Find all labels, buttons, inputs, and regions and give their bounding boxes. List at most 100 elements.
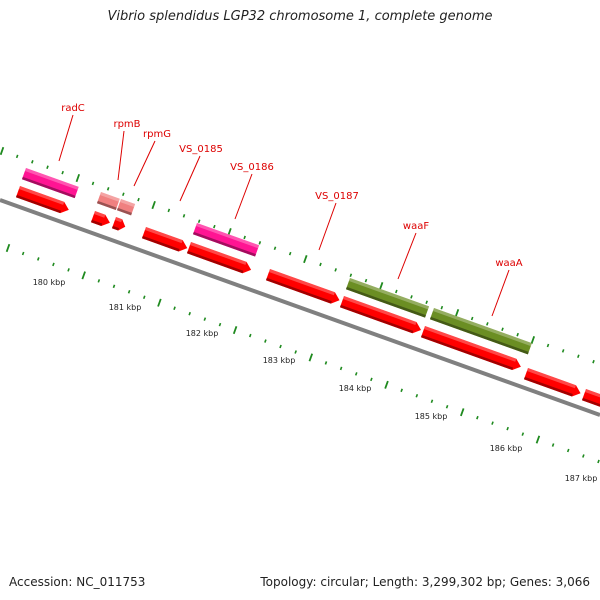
gene-label-radC: radC <box>61 103 85 114</box>
upper-track-minor-tick <box>395 289 398 294</box>
upper-track-minor-tick <box>273 246 277 251</box>
accession-text: Accession: NC_011753 <box>9 575 146 589</box>
gene-label-VS_0185: VS_0185 <box>179 144 223 155</box>
axis-labels: 180 kbp 181 kbp 182 kbp 183 kbp 184 kbp … <box>33 278 598 483</box>
lower-track-minor-tick <box>324 361 328 365</box>
gene-label-waaF: waaF <box>403 221 429 232</box>
lower-track-minor-tick <box>279 344 282 349</box>
lower-track-minor-tick <box>445 404 449 409</box>
gene-label-waaA: waaA <box>495 258 522 269</box>
upper-track-minor-tick <box>364 278 368 283</box>
lower-track-minor-tick <box>36 257 40 261</box>
gene-block-VS_0186 <box>192 223 260 257</box>
lower-track-minor-tick <box>67 268 70 272</box>
lower-track-minor-tick <box>294 350 297 354</box>
upper-track-major-tick <box>378 281 384 291</box>
lower-track-minor-tick <box>415 394 419 398</box>
leader-waaA <box>491 269 510 317</box>
upper-track-minor-tick <box>197 219 201 224</box>
lower-track-minor-tick <box>264 339 267 343</box>
axis-label-181: 181 kbp <box>109 303 142 312</box>
upper-track-minor-tick <box>243 235 246 240</box>
lower-track-major-tick <box>460 408 465 417</box>
lower-track-minor-tick <box>52 262 55 267</box>
leader-VS_0187 <box>318 202 337 251</box>
upper-track-minor-tick <box>440 305 444 310</box>
upper-track-major-tick <box>530 336 536 345</box>
lower-track-minor-tick <box>248 333 252 338</box>
upper-track-minor-tick <box>319 262 322 267</box>
axis-label-183: 183 kbp <box>263 356 296 365</box>
gene-arrow <box>90 211 110 227</box>
gene-block-waaA <box>429 308 532 355</box>
lower-track-minor-tick <box>430 399 434 404</box>
gene-labels: radC rpmB rpmG VS_0185 VS_0186 VS_0187 w… <box>61 103 523 269</box>
upper-track-minor-tick <box>288 251 292 256</box>
leader-waaF <box>397 232 417 280</box>
lower-track-minor-tick <box>21 251 25 256</box>
genome-summary-text: Topology: circular; Length: 3,299,302 bp… <box>260 575 590 589</box>
gene-arrow <box>420 326 521 371</box>
chromosome-backbone <box>0 198 600 417</box>
upper-track-minor-tick <box>334 268 337 272</box>
upper-track-minor-tick <box>561 349 565 353</box>
upper-track-major-tick <box>0 146 5 156</box>
gene-features <box>15 168 600 409</box>
lower-track-minor-tick <box>597 459 600 464</box>
lower-track-minor-tick <box>339 366 343 371</box>
tick-marks <box>0 146 600 464</box>
upper-track-minor-tick <box>167 208 171 213</box>
upper-track-minor-tick <box>137 197 140 202</box>
gene-arrow <box>523 368 581 397</box>
upper-track-minor-tick <box>546 343 550 348</box>
map-title: Vibrio splendidus LGP32 chromosome 1, co… <box>107 9 493 24</box>
upper-track-minor-tick <box>592 359 595 364</box>
gene-block-rpmB <box>96 192 120 211</box>
gene-label-VS_0187: VS_0187 <box>315 191 359 202</box>
lower-track-major-tick <box>384 380 389 389</box>
lower-track-minor-tick <box>506 426 509 431</box>
upper-track-minor-tick <box>501 327 504 332</box>
upper-track-minor-tick <box>61 170 64 175</box>
upper-track-minor-tick <box>31 160 34 164</box>
upper-track-minor-tick <box>349 273 353 278</box>
upper-track-minor-tick <box>486 322 489 326</box>
upper-track-minor-tick <box>106 187 110 191</box>
axis-label-180: 180 kbp <box>33 278 66 287</box>
upper-track-minor-tick <box>425 300 428 305</box>
lower-track-minor-tick <box>476 415 479 420</box>
gene-block-waaF <box>345 278 430 318</box>
leader-VS_0185 <box>179 155 201 202</box>
lower-track-major-tick <box>157 298 162 307</box>
gene-arrow <box>141 227 188 252</box>
upper-track-minor-tick <box>213 224 216 229</box>
upper-track-minor-tick <box>410 295 413 299</box>
gene-arrow <box>15 186 69 214</box>
upper-track-minor-tick <box>516 332 519 337</box>
gene-block-rpmG <box>116 199 136 216</box>
gene-label-VS_0186: VS_0186 <box>230 162 274 173</box>
upper-track-major-tick <box>454 308 460 318</box>
gene-arrow <box>339 296 422 334</box>
lower-track-minor-tick <box>354 372 358 376</box>
upper-track-minor-tick <box>470 316 474 321</box>
lower-track-minor-tick <box>566 448 570 453</box>
leader-rpmG <box>133 140 156 187</box>
lower-track-minor-tick <box>188 311 191 316</box>
lower-track-minor-tick <box>112 284 116 289</box>
lower-track-major-tick <box>308 353 314 362</box>
lower-track-minor-tick <box>218 322 222 327</box>
gene-label-rpmB: rpmB <box>113 119 140 130</box>
lower-track-minor-tick <box>521 432 525 436</box>
lower-track-minor-tick <box>551 443 555 447</box>
lower-track-minor-tick <box>491 421 494 425</box>
axis-label-186: 186 kbp <box>490 444 523 453</box>
upper-track-minor-tick <box>46 165 49 169</box>
leader-VS_0186 <box>234 173 253 220</box>
axis-label-187: 187 kbp <box>565 474 598 483</box>
lower-track-minor-tick <box>370 377 373 382</box>
leader-radC <box>58 114 74 162</box>
lower-track-minor-tick <box>203 317 207 321</box>
axis-label-182: 182 kbp <box>186 329 219 338</box>
label-leaders <box>58 114 510 317</box>
